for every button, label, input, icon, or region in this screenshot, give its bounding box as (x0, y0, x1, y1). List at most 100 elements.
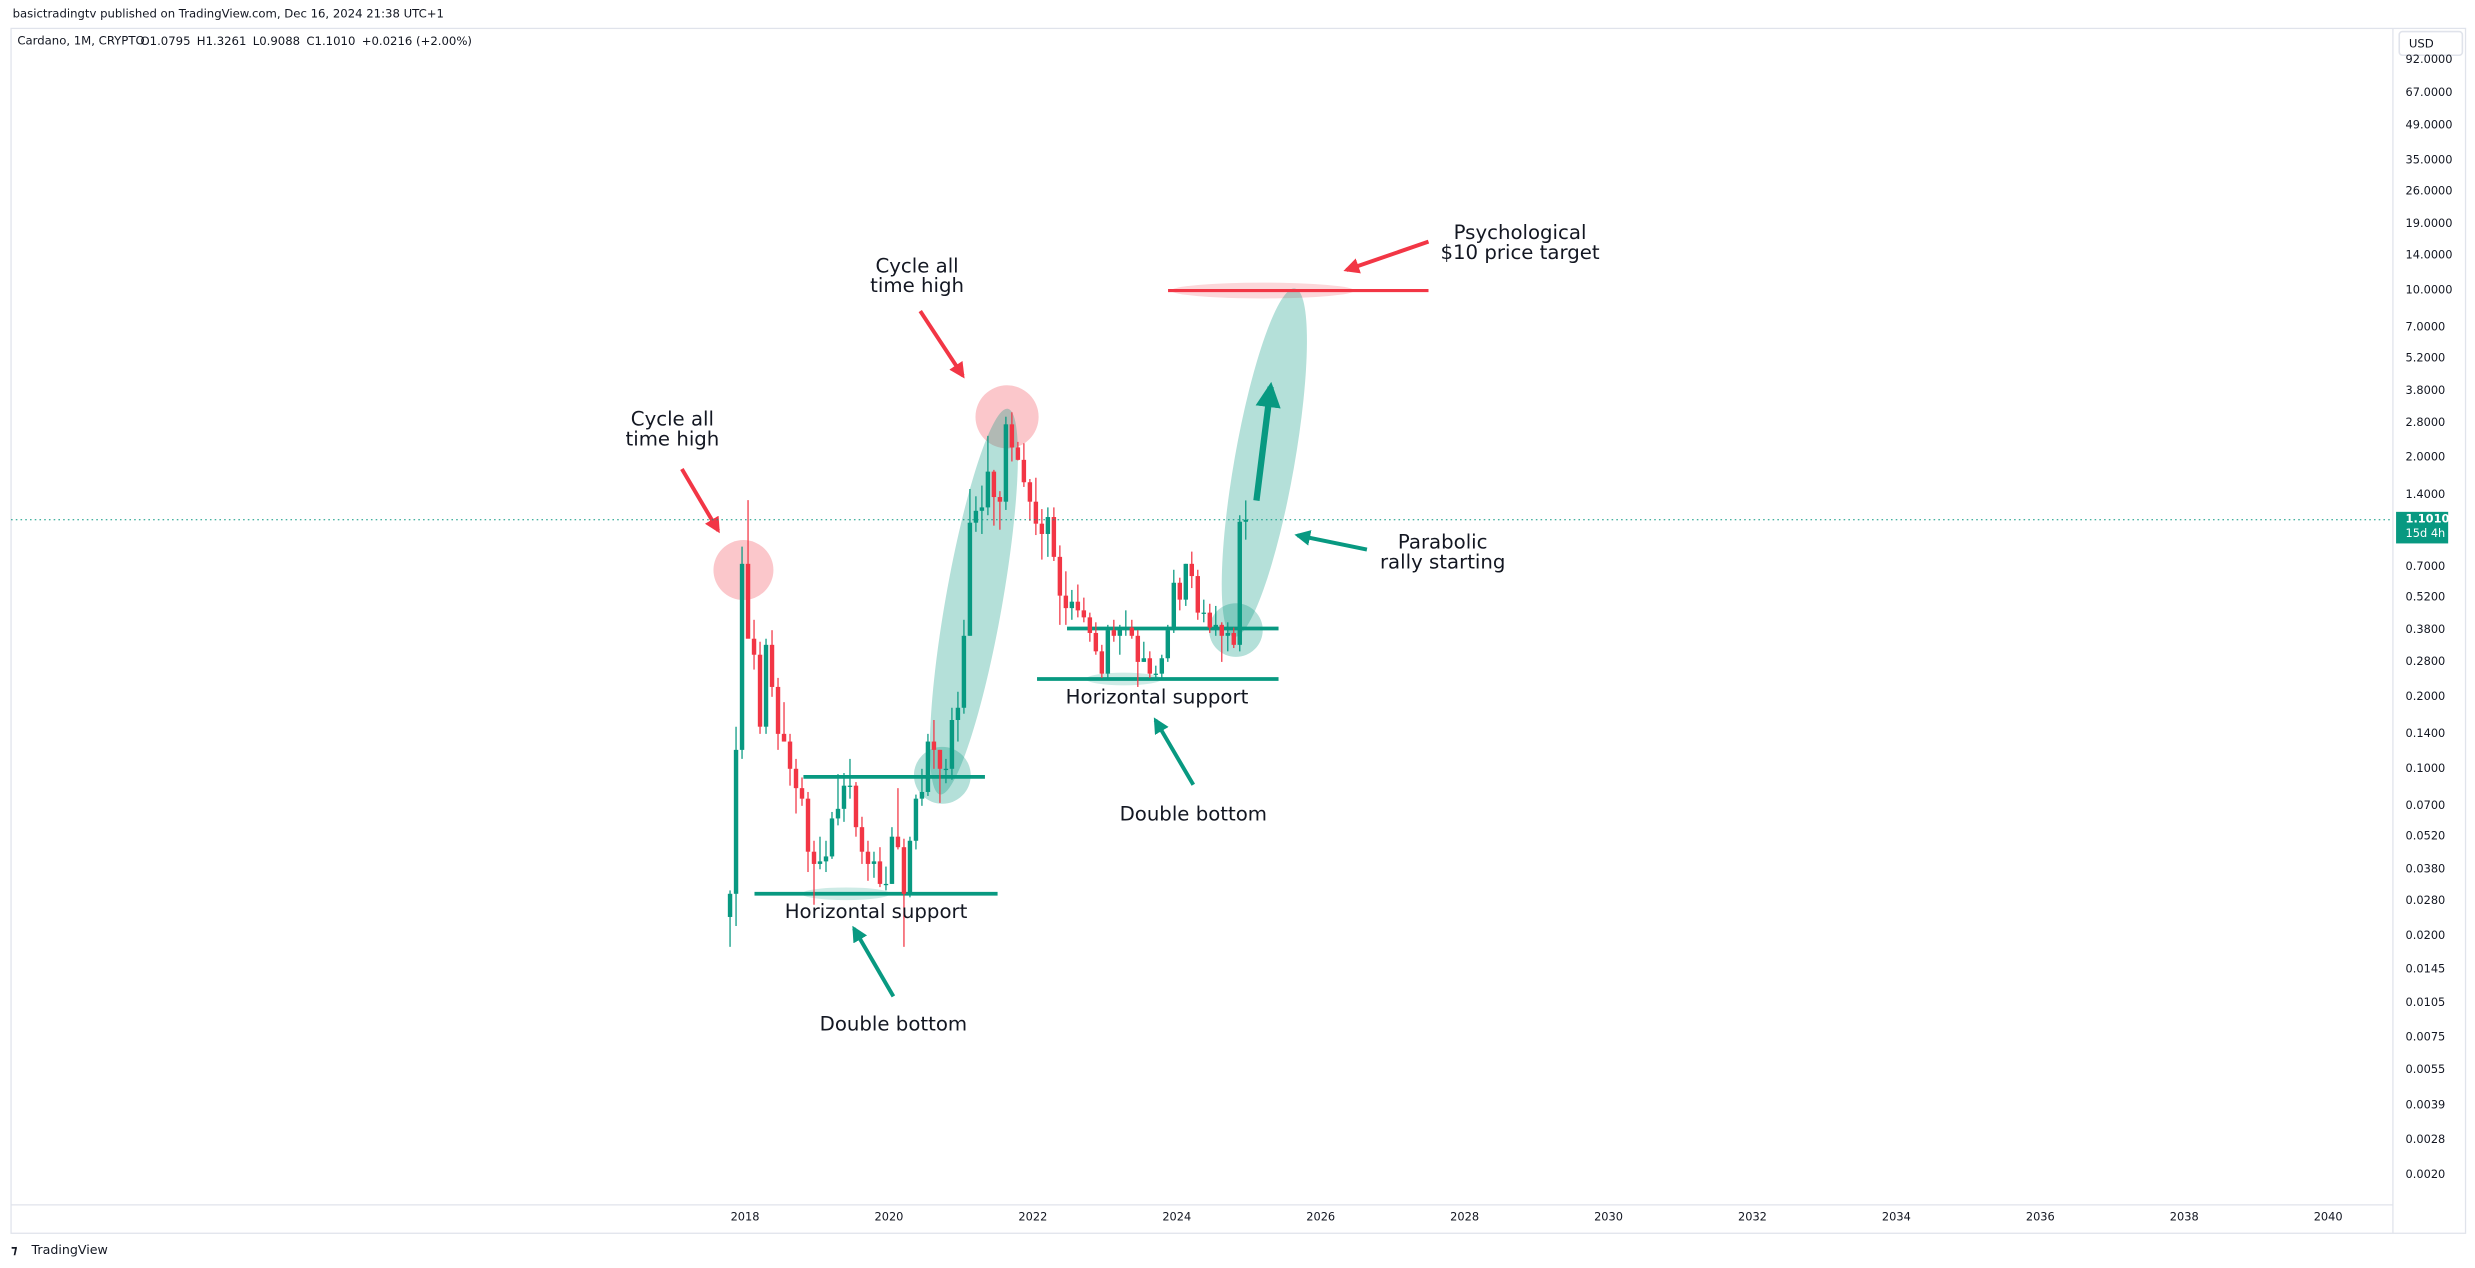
candle-body (733, 749, 739, 894)
candle-body (787, 741, 793, 769)
candle-body (823, 856, 829, 862)
y-tick-label: 0.0380 (2406, 861, 2446, 875)
y-tick-label: 0.0020 (2406, 1167, 2446, 1181)
highlight-ellipse (929, 408, 1018, 795)
candle-body (727, 893, 733, 917)
candle-body (889, 836, 895, 884)
candle-body (841, 785, 847, 809)
candle-body (1147, 658, 1153, 674)
chart-frame (10, 27, 2467, 1234)
candle-body (919, 791, 925, 799)
x-tick-label: 2028 (1450, 1209, 1479, 1223)
drawings (680, 239, 1430, 998)
candle-body (949, 719, 955, 769)
annotation: Parabolic (1398, 531, 1488, 554)
y-tick-label: 0.0055 (2406, 1062, 2446, 1076)
candle-body (1075, 601, 1081, 611)
x-tick-label: 2020 (875, 1209, 904, 1223)
y-tick-label: 92.0000 (2406, 52, 2453, 66)
annotation: Double bottom (1120, 802, 1267, 825)
x-tick-label: 2038 (2170, 1209, 2199, 1223)
candle-body (1159, 658, 1165, 674)
candle-body (739, 563, 745, 750)
candle-body (1195, 576, 1200, 613)
candle-body (901, 847, 907, 894)
currency-button[interactable] (2398, 30, 2464, 57)
logo-mark: ⁊ (11, 1242, 17, 1257)
candle-body (1243, 519, 1248, 522)
candle-body (1003, 424, 1009, 502)
candle-body (751, 638, 757, 655)
x-tick-label: 2032 (1738, 1209, 1767, 1223)
price-tag-countdown: 15d 4h (2406, 526, 2446, 540)
annotation: time high (870, 274, 964, 297)
x-tick-label: 2026 (1306, 1209, 1335, 1223)
candle-body (1213, 624, 1218, 628)
y-tick-label: 49.0000 (2406, 118, 2453, 132)
byline: basictradingtv published on TradingView.… (13, 7, 444, 21)
arrow (1253, 381, 1281, 501)
candle-body (1189, 563, 1195, 577)
candle-body (847, 785, 853, 787)
annotation: Horizontal support (1066, 685, 1249, 708)
candle-body (1171, 582, 1177, 631)
candle-body (1129, 627, 1135, 636)
candle-body (1177, 582, 1183, 600)
annotation: Cycle all (631, 408, 714, 431)
candle-body (793, 768, 799, 789)
currency[interactable]: USD (2409, 37, 2434, 51)
candle-body (1201, 612, 1206, 614)
candle-body (1135, 635, 1141, 662)
candle-body (883, 883, 889, 886)
candle-body (907, 840, 913, 894)
candle-body (973, 510, 979, 523)
candle-body (763, 644, 769, 727)
candle-body (997, 497, 1003, 502)
y-tick-label: 0.3800 (2406, 622, 2446, 636)
y-tick-label: 0.0700 (2406, 798, 2446, 812)
candle-body (967, 522, 973, 636)
candle-body (781, 733, 787, 742)
ohlc-value: C1.1010 (306, 34, 355, 48)
x-tick-label: 2030 (1594, 1209, 1623, 1223)
y-tick-label: 67.0000 (2406, 85, 2453, 99)
candle-body (913, 798, 919, 841)
y-tick-label: 0.0200 (2406, 928, 2446, 942)
y-tick-label: 0.0039 (2406, 1098, 2446, 1112)
candle-body (835, 808, 841, 819)
y-tick-label: 26.0000 (2406, 183, 2453, 197)
candle-body (1117, 627, 1123, 636)
annotation: Psychological (1454, 221, 1587, 244)
candle-body (745, 563, 751, 639)
candle-body (1069, 601, 1075, 609)
candle-body (1033, 501, 1039, 524)
candle-body (1027, 482, 1033, 502)
candle-body (895, 836, 901, 848)
candle-body (859, 827, 865, 852)
y-tick-label: 2.8000 (2406, 415, 2446, 429)
annotation: time high (626, 427, 720, 450)
candle-body (805, 798, 811, 852)
candle-body (931, 741, 937, 750)
candle-body (1105, 630, 1111, 674)
symbol: Cardano, 1M, CRYPTO (17, 34, 144, 48)
ohlc-value: H1.3261 (197, 34, 247, 48)
candle-body (1219, 624, 1224, 636)
candle-body (1141, 658, 1147, 662)
y-tick-label: 0.5200 (2406, 590, 2446, 604)
price-tag (2396, 511, 2449, 544)
candles (727, 412, 1248, 947)
ohlc-value: L0.9088 (253, 34, 300, 48)
y-tick-label: 2.0000 (2406, 450, 2446, 464)
y-tick-label: 0.0105 (2406, 995, 2446, 1009)
candle-body (1015, 447, 1021, 460)
annotation: Cycle all (875, 254, 958, 277)
candle-body (853, 785, 859, 828)
price-tag-label: 1.1010 (2406, 512, 2450, 526)
candle-body (1183, 563, 1189, 600)
y-tick-label: 0.1000 (2406, 761, 2446, 775)
y-tick-label: 7.0000 (2406, 320, 2446, 334)
y-tick-label: 10.0000 (2406, 283, 2453, 297)
brand[interactable]: TradingView (31, 1242, 108, 1257)
